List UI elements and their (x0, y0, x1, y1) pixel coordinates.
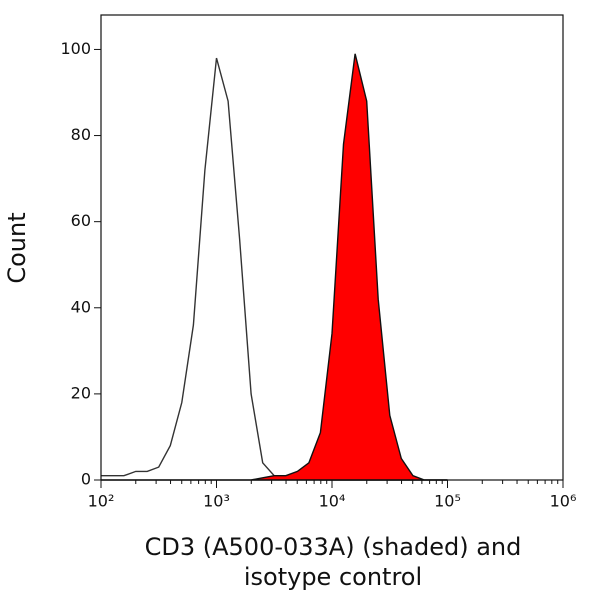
x-tick-label: 10⁵ (434, 492, 461, 511)
y-axis-label: Count (3, 212, 31, 283)
x-tick-label: 10³ (203, 492, 230, 511)
x-tick-label: 10⁶ (550, 492, 577, 511)
y-tick-label: 0 (81, 470, 91, 489)
y-tick-label: 80 (71, 125, 91, 144)
y-tick-label: 20 (71, 383, 91, 402)
x-tick-label: 10⁴ (319, 492, 346, 511)
x-axis-label: CD3 (A500-033A) (shaded) and isotype con… (144, 533, 522, 591)
x-tick-label: 10² (88, 492, 115, 511)
area (101, 53, 448, 481)
chart: Count 0 20 40 60 80 100 10² 10³ 10⁴ 10⁵ 10⁶ (3, 14, 577, 511)
line (101, 57, 448, 481)
y-tick-label: 60 (71, 211, 91, 230)
y-tick-label: 40 (71, 297, 91, 316)
y-tick-label: 100 (60, 39, 91, 58)
